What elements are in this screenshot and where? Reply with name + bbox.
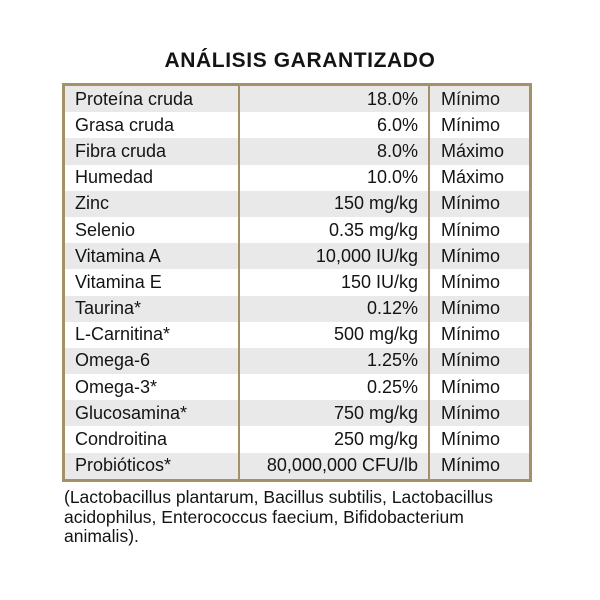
guaranteed-analysis-table: Proteína cruda 18.0% Mínimo Grasa cruda … xyxy=(62,83,532,482)
basis-cell: Máximo xyxy=(441,167,505,188)
footnote-line: acidophilus, Enterococcus faecium, Bifid… xyxy=(64,506,464,527)
amount-cell: 10,000 IU/kg xyxy=(240,243,430,270)
amount-cell: 0.25% xyxy=(240,374,430,401)
nutrient-cell: Glucosamina* xyxy=(65,400,240,427)
amount-cell: 1.25% xyxy=(240,347,430,375)
basis-cell: Mínimo xyxy=(441,402,501,423)
probiotics-footnote: (Lactobacillus plantarum, Bacillus subti… xyxy=(64,487,550,547)
nutrient-cell: Fibra cruda xyxy=(65,138,240,165)
table-row: Condroitina 250 mg/kg Mínimo xyxy=(65,426,529,453)
table-row: Taurina* 0.12% Mínimo xyxy=(65,295,529,322)
amount-cell: 6.0% xyxy=(240,112,430,139)
basis-cell: Mínimo xyxy=(441,298,501,319)
nutrient-cell: Humedad xyxy=(65,164,240,191)
table-row: Vitamina E 150 IU/kg Mínimo xyxy=(65,269,529,296)
basis-cell: Mínimo xyxy=(441,350,501,371)
amount-cell: 80,000,000 CFU/lb xyxy=(240,452,430,479)
table-row: Zinc 150 mg/kg Mínimo xyxy=(65,190,529,217)
amount-cell: 150 mg/kg xyxy=(240,190,430,217)
amount-cell: 10.0% xyxy=(240,164,430,191)
table-row: Omega-6 1.25% Mínimo xyxy=(65,347,529,375)
table-row: Vitamina A 10,000 IU/kg Mínimo xyxy=(65,243,529,270)
table-row: Fibra cruda 8.0% Máximo xyxy=(65,138,529,165)
basis-cell: Mínimo xyxy=(441,455,501,476)
footnote-line: (Lactobacillus plantarum, Bacillus subti… xyxy=(64,487,493,507)
table-row: Omega-3* 0.25% Mínimo xyxy=(65,374,529,401)
amount-cell: 750 mg/kg xyxy=(240,400,430,427)
amount-cell: 500 mg/kg xyxy=(240,321,430,348)
nutrient-cell: Selenio xyxy=(65,216,240,244)
nutrient-cell: Vitamina E xyxy=(65,269,240,296)
amount-cell: 150 IU/kg xyxy=(240,269,430,296)
table-row: Probióticos* 80,000,000 CFU/lb Mínimo xyxy=(65,452,529,479)
basis-cell: Mínimo xyxy=(441,193,501,214)
basis-cell: Mínimo xyxy=(441,88,501,109)
basis-cell: Mínimo xyxy=(441,429,501,450)
nutrient-cell: Probióticos* xyxy=(65,452,240,479)
table-row: Selenio 0.35 mg/kg Mínimo xyxy=(65,216,529,244)
page-title: ANÁLISIS GARANTIZADO xyxy=(164,49,436,72)
nutrient-cell: Taurina* xyxy=(65,295,240,322)
footnote-line: animalis). xyxy=(64,526,139,546)
amount-cell: 0.35 mg/kg xyxy=(240,216,430,244)
basis-cell: Mínimo xyxy=(441,219,501,240)
nutrient-cell: Proteína cruda xyxy=(65,86,240,113)
basis-cell: Mínimo xyxy=(441,245,501,266)
nutrient-cell: L-Carnitina* xyxy=(65,321,240,348)
amount-cell: 0.12% xyxy=(240,295,430,322)
table-row: Glucosamina* 750 mg/kg Mínimo xyxy=(65,400,529,427)
amount-cell: 8.0% xyxy=(240,138,430,165)
basis-cell: Mínimo xyxy=(441,376,501,397)
table-row: Proteína cruda 18.0% Mínimo xyxy=(65,86,529,113)
table-row: L-Carnitina* 500 mg/kg Mínimo xyxy=(65,321,529,348)
basis-cell: Mínimo xyxy=(441,271,501,292)
amount-cell: 250 mg/kg xyxy=(240,426,430,453)
basis-cell: Mínimo xyxy=(441,324,501,345)
basis-cell: Máximo xyxy=(441,140,505,161)
nutrient-cell: Omega-3* xyxy=(65,374,240,401)
nutrient-cell: Condroitina xyxy=(65,426,240,453)
table-row: Grasa cruda 6.0% Mínimo xyxy=(65,112,529,139)
nutrient-cell: Grasa cruda xyxy=(65,112,240,139)
nutrient-cell: Zinc xyxy=(65,190,240,217)
nutrient-cell: Omega-6 xyxy=(65,347,240,375)
amount-cell: 18.0% xyxy=(240,86,430,113)
basis-cell: Mínimo xyxy=(441,114,501,135)
nutrient-cell: Vitamina A xyxy=(65,243,240,270)
table-row: Humedad 10.0% Máximo xyxy=(65,164,529,191)
